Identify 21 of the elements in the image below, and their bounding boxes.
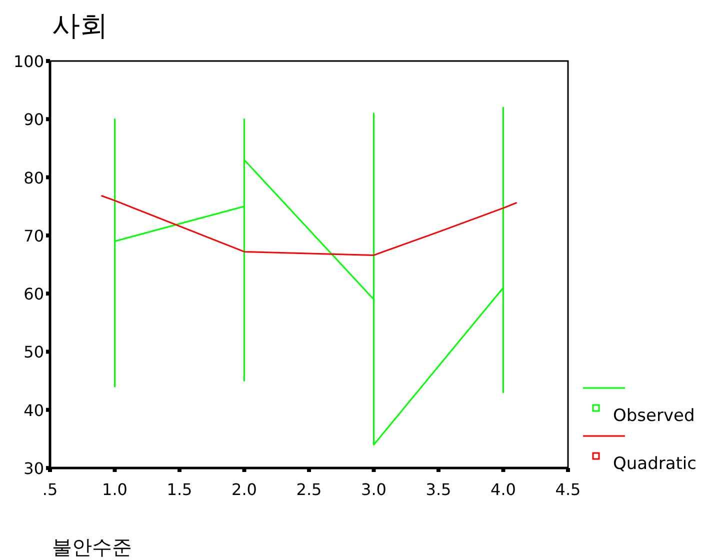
x-tick-label: 2.0	[232, 480, 257, 499]
x-tick-label: 4.0	[490, 480, 516, 499]
y-tick-label: 80	[24, 168, 44, 188]
legend-label: Quadratic	[613, 454, 697, 474]
x-tick-label: .5	[42, 480, 58, 499]
legend-label: Observed	[613, 406, 695, 426]
x-tick-label: 1.5	[166, 480, 192, 499]
y-tick-label: 40	[24, 400, 44, 420]
x-tick-label: 2.5	[296, 480, 322, 499]
y-tick-label: 100	[13, 52, 44, 71]
x-axis-title: 불안수준	[52, 535, 132, 559]
x-tick-label: 3.5	[426, 480, 452, 499]
y-tick-label: 90	[24, 110, 44, 130]
x-tick-label: 1.0	[102, 480, 128, 499]
x-tick-label: 3.0	[361, 480, 386, 499]
y-tick-label: 60	[24, 284, 44, 304]
y-tick-label: 70	[24, 226, 44, 246]
chart-title: 사회	[52, 9, 108, 42]
y-tick-label: 50	[24, 342, 44, 362]
y-tick-label: 30	[24, 459, 44, 478]
x-tick-label: 4.5	[555, 480, 581, 499]
